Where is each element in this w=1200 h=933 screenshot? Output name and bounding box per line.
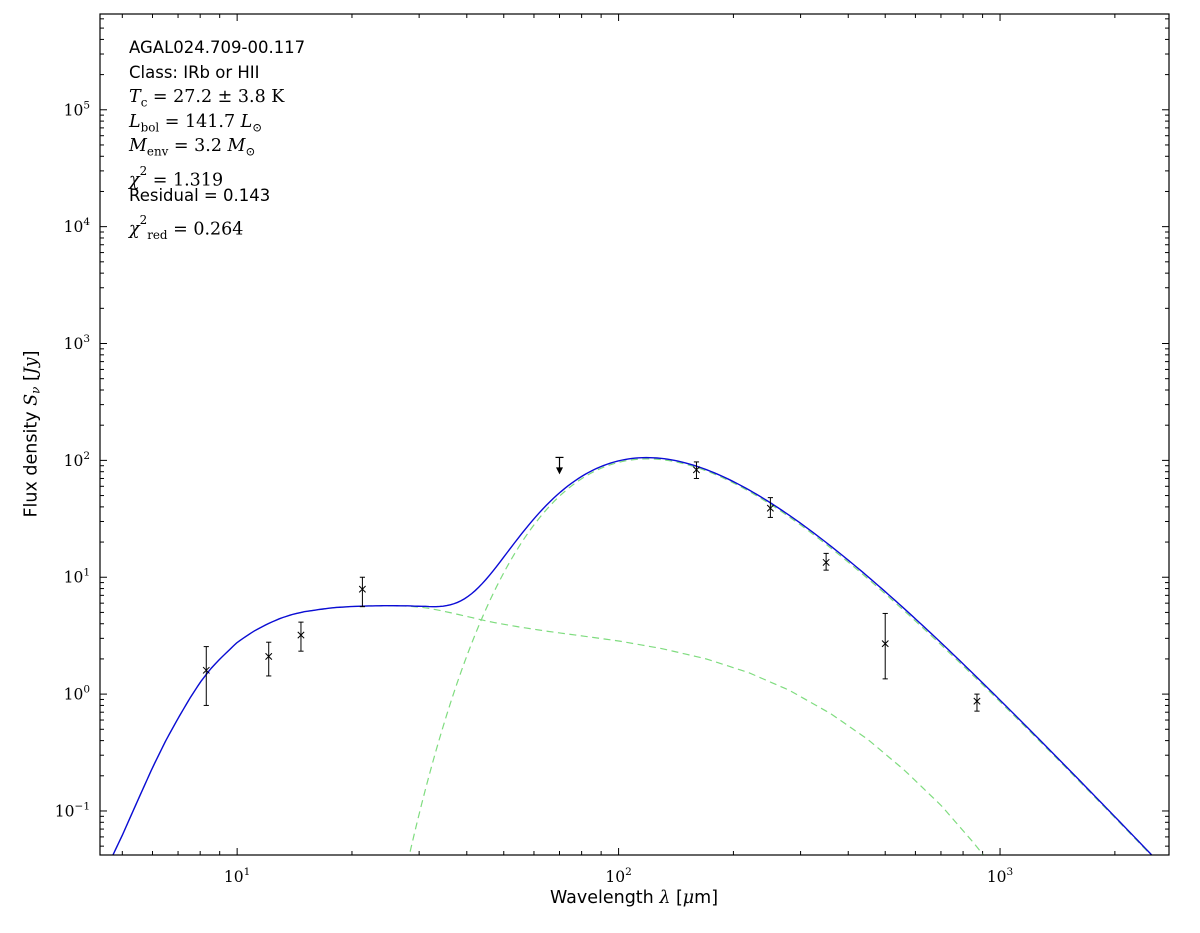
x-tick-label: 103: [987, 866, 1013, 886]
text-segment: T: [129, 87, 141, 108]
text-segment: M: [227, 136, 246, 157]
x-tick-label: 101: [224, 866, 250, 886]
data-point-870um: [973, 693, 981, 712]
text-segment: = 0.264: [167, 219, 244, 240]
text-segment: ]: [21, 350, 42, 358]
text-segment: S: [21, 393, 42, 406]
annotation-line: χ2 = 1.319: [129, 159, 305, 190]
data-point-350um: [822, 552, 830, 571]
text-segment: ν: [28, 386, 43, 394]
text-segment: = 1.319: [147, 170, 224, 191]
data-point-160um: [692, 461, 701, 479]
data-point-8.3um: [202, 646, 210, 706]
data-point-70um: [555, 456, 564, 475]
cold-component-curve: [408, 458, 1152, 855]
text-segment: red: [147, 227, 168, 242]
text-segment: Residual = 0.143: [129, 185, 271, 205]
x-marker: [973, 697, 981, 705]
text-segment: L: [129, 111, 141, 132]
text-segment: 2: [139, 163, 148, 178]
text-segment: [: [21, 374, 42, 387]
data-point-250um: [766, 497, 774, 518]
data-points: [202, 456, 981, 712]
y-tick-label: 100: [64, 684, 90, 704]
warm-component-curve: [112, 605, 985, 855]
model-curves: [112, 456, 1153, 855]
text-segment: bol: [140, 120, 160, 135]
annotation-line: Lbol = 141.7 L⊙: [129, 110, 305, 135]
text-segment: μ: [682, 888, 695, 908]
text-segment: env: [146, 144, 169, 159]
text-segment: Class: IRb or HII: [129, 62, 260, 82]
axis-ticks: [100, 14, 1169, 855]
model-total-curve: [112, 456, 1153, 855]
tick-labels: 101 102 103 10−1 100 101 102 103 104 105: [55, 99, 1013, 886]
data-point-12.1um: [265, 641, 273, 677]
y-tick-label: 102: [64, 450, 90, 470]
axes-frame: [99, 13, 1170, 856]
annotation-line: Class: IRb or HII: [129, 61, 305, 86]
x-marker: [358, 585, 366, 593]
y-axis-label: Flux density Sν [Jy]: [22, 350, 43, 517]
text-segment: L: [240, 111, 253, 132]
annotation-line: Tc = 27.2 ± 3.8 K: [129, 85, 305, 110]
data-point-21.3um: [358, 576, 366, 608]
y-tick-label: 101: [64, 567, 90, 587]
text-segment: M: [129, 136, 147, 157]
text-segment: ⊙: [245, 144, 256, 159]
text-segment: = 141.7: [159, 111, 241, 132]
annotation-line: χ2red = 0.264: [129, 208, 305, 242]
x-marker: [692, 466, 701, 474]
upper-limit-arrowhead: [556, 467, 564, 475]
text-segment: Flux density: [21, 405, 42, 518]
x-marker: [881, 640, 889, 648]
y-tick-label: 104: [64, 216, 91, 236]
text-segment: χ: [129, 170, 140, 191]
text-segment: λ: [659, 888, 671, 908]
text-segment: 2: [139, 213, 148, 228]
y-tick-label: 105: [64, 99, 90, 119]
y-tick-label: 10−1: [55, 800, 90, 820]
text-segment: = 3.2: [168, 136, 228, 157]
x-tick-label: 102: [605, 866, 631, 886]
data-point-14.7um: [297, 621, 305, 652]
y-tick-label: 103: [64, 333, 90, 353]
annotation-line: Menv = 3.2 M⊙: [129, 134, 305, 159]
fit-parameters-annotation: AGAL024.709-00.117 Class: IRb or HII Tc = …: [129, 36, 305, 242]
annotation-line: AGAL024.709-00.117: [129, 36, 305, 61]
text-segment: [: [670, 888, 683, 908]
x-marker: [202, 666, 210, 674]
x-marker: [822, 558, 830, 566]
x-marker: [297, 631, 305, 639]
text-segment: c: [140, 95, 148, 110]
text-segment: m]: [694, 888, 719, 908]
text-segment: Jy: [21, 357, 42, 375]
data-point-500um: [881, 612, 889, 680]
x-marker: [265, 652, 273, 661]
annotation-line: Residual = 0.143: [129, 184, 305, 209]
text-segment: Wavelength: [549, 888, 660, 908]
text-segment: ⊙: [252, 120, 263, 135]
text-segment: = 27.2 ± 3.8 K: [147, 87, 285, 108]
text-segment: χ: [129, 219, 140, 240]
x-axis-label: Wavelength λ [μm]: [550, 888, 718, 908]
text-segment: AGAL024.709-00.117: [129, 38, 306, 57]
x-marker: [766, 504, 774, 512]
